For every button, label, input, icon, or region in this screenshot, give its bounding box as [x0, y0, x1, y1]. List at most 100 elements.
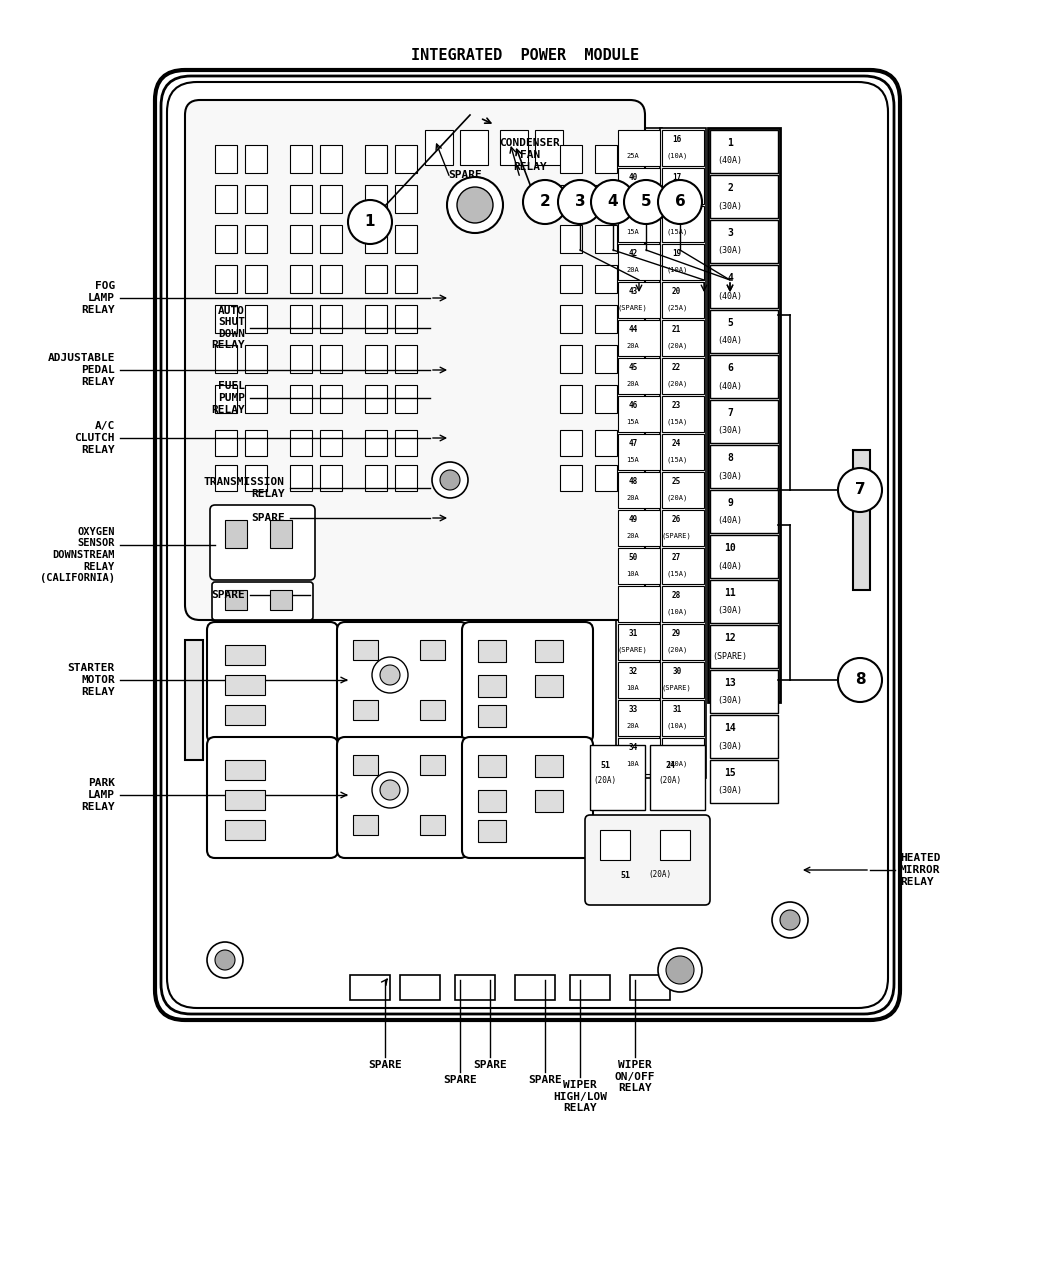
Bar — [536, 790, 563, 812]
Text: (15A): (15A) — [666, 571, 688, 578]
Text: (20A): (20A) — [666, 646, 688, 653]
Circle shape — [658, 949, 702, 992]
Bar — [560, 185, 582, 213]
Text: ADJUSTABLE
PEDAL
RELAY: ADJUSTABLE PEDAL RELAY — [47, 353, 116, 386]
Bar — [660, 128, 706, 778]
Text: INTEGRATED  POWER  MODULE: INTEGRATED POWER MODULE — [411, 47, 639, 62]
Bar — [595, 224, 617, 252]
Bar — [320, 224, 342, 252]
Text: SPARE: SPARE — [443, 1075, 477, 1085]
Circle shape — [372, 771, 408, 808]
Bar — [478, 755, 506, 776]
Bar — [536, 755, 563, 776]
Bar — [478, 705, 506, 727]
Bar — [595, 346, 617, 374]
Text: (20A): (20A) — [666, 381, 688, 388]
Text: 6: 6 — [674, 195, 686, 209]
Text: 7: 7 — [727, 408, 733, 418]
Bar — [710, 175, 778, 218]
Bar — [395, 224, 417, 252]
Text: 10A: 10A — [626, 571, 639, 578]
Bar — [618, 320, 660, 356]
FancyBboxPatch shape — [210, 505, 315, 580]
Bar — [290, 185, 312, 213]
Text: 25A: 25A — [626, 153, 639, 159]
Bar — [350, 975, 390, 1000]
Bar — [710, 580, 778, 623]
Text: 18: 18 — [672, 212, 681, 221]
Circle shape — [432, 462, 468, 499]
Bar — [710, 536, 778, 578]
Bar — [618, 586, 660, 622]
Text: (40A): (40A) — [717, 561, 742, 570]
Text: (20A): (20A) — [666, 495, 688, 501]
Circle shape — [772, 901, 808, 938]
Bar — [365, 385, 387, 413]
Circle shape — [215, 950, 235, 970]
Bar — [320, 385, 342, 413]
Text: 2: 2 — [540, 195, 550, 209]
Bar — [215, 430, 237, 456]
FancyBboxPatch shape — [337, 737, 468, 858]
Bar — [225, 645, 265, 666]
Bar — [290, 145, 312, 173]
Circle shape — [207, 942, 243, 978]
FancyBboxPatch shape — [337, 622, 468, 743]
Text: 24: 24 — [672, 440, 681, 449]
Circle shape — [558, 180, 602, 224]
Bar — [595, 385, 617, 413]
Bar — [460, 130, 488, 164]
Circle shape — [666, 956, 694, 984]
Text: 24: 24 — [665, 760, 675, 770]
Text: CONDENSER
FAN
RELAY: CONDENSER FAN RELAY — [500, 139, 561, 172]
Text: (20A): (20A) — [593, 775, 616, 784]
Text: STARTER
MOTOR
RELAY: STARTER MOTOR RELAY — [68, 663, 116, 696]
Bar — [600, 830, 630, 861]
Bar — [320, 346, 342, 374]
Text: HEATED
MIRROR
RELAY: HEATED MIRROR RELAY — [900, 853, 941, 886]
Text: 10: 10 — [724, 543, 736, 553]
FancyBboxPatch shape — [185, 99, 645, 620]
Circle shape — [380, 780, 400, 799]
Bar — [662, 623, 704, 660]
Text: 1: 1 — [727, 138, 733, 148]
Text: (30A): (30A) — [717, 246, 742, 255]
Text: (15A): (15A) — [666, 418, 688, 426]
Text: 15A: 15A — [626, 456, 639, 463]
Text: 14: 14 — [724, 723, 736, 733]
Text: (40A): (40A) — [717, 292, 742, 301]
Bar — [590, 745, 645, 810]
Bar — [710, 445, 778, 488]
Text: 12: 12 — [724, 632, 736, 643]
Bar — [320, 145, 342, 173]
Bar — [215, 465, 237, 491]
Bar — [290, 305, 312, 333]
Bar — [185, 640, 203, 760]
Text: 22: 22 — [672, 363, 681, 372]
Bar — [618, 700, 660, 736]
Bar — [320, 430, 342, 456]
Text: TRANSMISSION
RELAY: TRANSMISSION RELAY — [204, 477, 285, 499]
Circle shape — [658, 180, 702, 224]
Bar — [618, 397, 660, 432]
Bar — [618, 510, 660, 546]
Bar — [320, 185, 342, 213]
Circle shape — [624, 180, 668, 224]
Text: 50: 50 — [628, 553, 637, 562]
Text: 13: 13 — [724, 678, 736, 689]
Bar — [320, 305, 342, 333]
Text: (40A): (40A) — [717, 157, 742, 166]
FancyBboxPatch shape — [155, 70, 900, 1020]
Circle shape — [838, 658, 882, 703]
Bar — [225, 820, 265, 840]
Text: AUTO
SHUT
DOWN
RELAY: AUTO SHUT DOWN RELAY — [211, 306, 245, 351]
FancyBboxPatch shape — [462, 737, 593, 858]
Bar — [365, 185, 387, 213]
Bar — [560, 465, 582, 491]
Text: 4: 4 — [727, 273, 733, 283]
Bar — [270, 520, 292, 548]
Bar — [320, 265, 342, 293]
Bar — [478, 790, 506, 812]
Bar — [618, 130, 660, 166]
Circle shape — [372, 657, 408, 694]
